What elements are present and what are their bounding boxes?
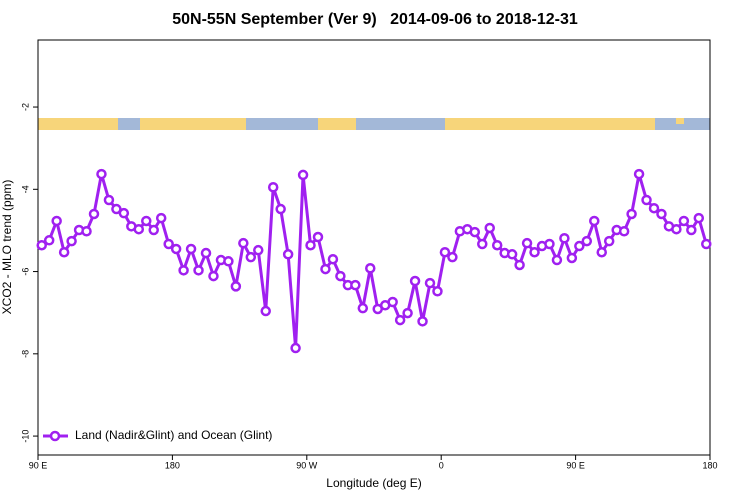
data-point xyxy=(409,275,421,287)
data-point xyxy=(230,281,242,292)
data-point xyxy=(81,226,92,237)
data-point xyxy=(477,238,488,250)
data-point xyxy=(245,251,257,263)
x-tick-label: 180 xyxy=(165,460,180,470)
legend-label: Land (Nadir&Glint) and Ocean (Glint) xyxy=(75,428,272,442)
data-point xyxy=(58,246,70,258)
data-point xyxy=(320,263,331,275)
data-point xyxy=(447,251,458,263)
data-point xyxy=(656,208,667,220)
data-point xyxy=(208,270,219,282)
data-point xyxy=(297,169,309,181)
data-point xyxy=(51,215,62,227)
data-point xyxy=(529,246,540,258)
data-point xyxy=(253,244,264,256)
data-point xyxy=(641,194,652,206)
data-point xyxy=(238,237,249,249)
x-tick-label: 90 E xyxy=(566,460,585,470)
y-tick-label: -2 xyxy=(20,103,30,111)
y-tick-label: -10 xyxy=(20,430,30,443)
data-point xyxy=(36,239,47,251)
data-point xyxy=(633,168,645,180)
data-point xyxy=(133,223,145,235)
legend: Land (Nadir&Glint) and Ocean (Glint) xyxy=(43,428,272,442)
data-point xyxy=(170,243,182,255)
data-point xyxy=(484,222,495,234)
data-point xyxy=(439,246,451,258)
data-point xyxy=(260,305,271,317)
x-axis-label: Longitude (deg E) xyxy=(326,476,421,490)
data-point xyxy=(163,238,174,250)
data-point xyxy=(387,296,398,308)
data-point xyxy=(96,168,107,180)
data-point xyxy=(282,249,294,260)
data-point xyxy=(66,235,77,247)
data-point xyxy=(178,265,189,276)
data-point xyxy=(514,259,525,271)
data-point xyxy=(305,239,316,251)
data-point xyxy=(596,246,607,258)
data-point xyxy=(671,223,682,235)
data-point xyxy=(469,226,481,238)
data-point xyxy=(551,254,563,266)
data-point xyxy=(267,181,279,193)
data-point xyxy=(693,212,705,224)
y-tick-label: -4 xyxy=(20,185,30,193)
data-point xyxy=(648,202,660,214)
data-point xyxy=(521,237,533,249)
data-point xyxy=(290,342,301,354)
data-point xyxy=(350,279,361,291)
data-point xyxy=(88,208,100,220)
land-ocean-band xyxy=(38,118,710,130)
y-axis-label: XCO2 - MLO trend (ppm) xyxy=(0,180,14,315)
x-tick-label: 180 xyxy=(702,460,717,470)
data-point xyxy=(103,194,115,206)
data-point xyxy=(544,238,555,250)
data-point xyxy=(155,212,167,224)
data-point xyxy=(365,263,376,274)
x-tick-label: 0 xyxy=(439,460,444,470)
chart-title: 50N-55N September (Ver 9) 2014-09-06 to … xyxy=(172,11,578,28)
data-point xyxy=(417,316,428,327)
data-point xyxy=(275,203,286,215)
data-point xyxy=(424,277,436,289)
data-point xyxy=(111,203,122,215)
data-point xyxy=(581,235,593,247)
data-point xyxy=(335,270,346,282)
data-point xyxy=(312,231,324,243)
y-tick-label: -6 xyxy=(20,268,30,276)
data-point xyxy=(43,235,55,246)
data-point xyxy=(200,247,212,259)
data-point xyxy=(566,252,578,264)
data-point xyxy=(686,224,697,236)
y-tick-label: -8 xyxy=(20,350,30,358)
data-point xyxy=(193,265,204,276)
data-point xyxy=(589,215,600,227)
legend-marker xyxy=(49,430,61,442)
data-point xyxy=(701,238,712,250)
data-point xyxy=(626,208,637,220)
data-point xyxy=(327,253,339,265)
data-point xyxy=(491,239,503,251)
data-point xyxy=(432,286,443,297)
data-point xyxy=(148,224,159,236)
series-line xyxy=(40,173,708,349)
data-point xyxy=(559,232,570,244)
data-point xyxy=(357,302,369,314)
plot-frame xyxy=(37,39,711,456)
data-point xyxy=(506,249,518,260)
data-point xyxy=(185,243,197,255)
data-point xyxy=(603,235,615,247)
data-point xyxy=(574,240,585,252)
data-point xyxy=(618,226,630,237)
data-point xyxy=(141,215,152,227)
data-point xyxy=(118,207,130,219)
x-tick-label: 90 E xyxy=(29,460,48,470)
data-point xyxy=(223,256,234,267)
data-point xyxy=(402,307,413,319)
x-tick-label: 90 W xyxy=(296,460,318,470)
data-point xyxy=(678,215,690,227)
data-point xyxy=(394,314,406,326)
